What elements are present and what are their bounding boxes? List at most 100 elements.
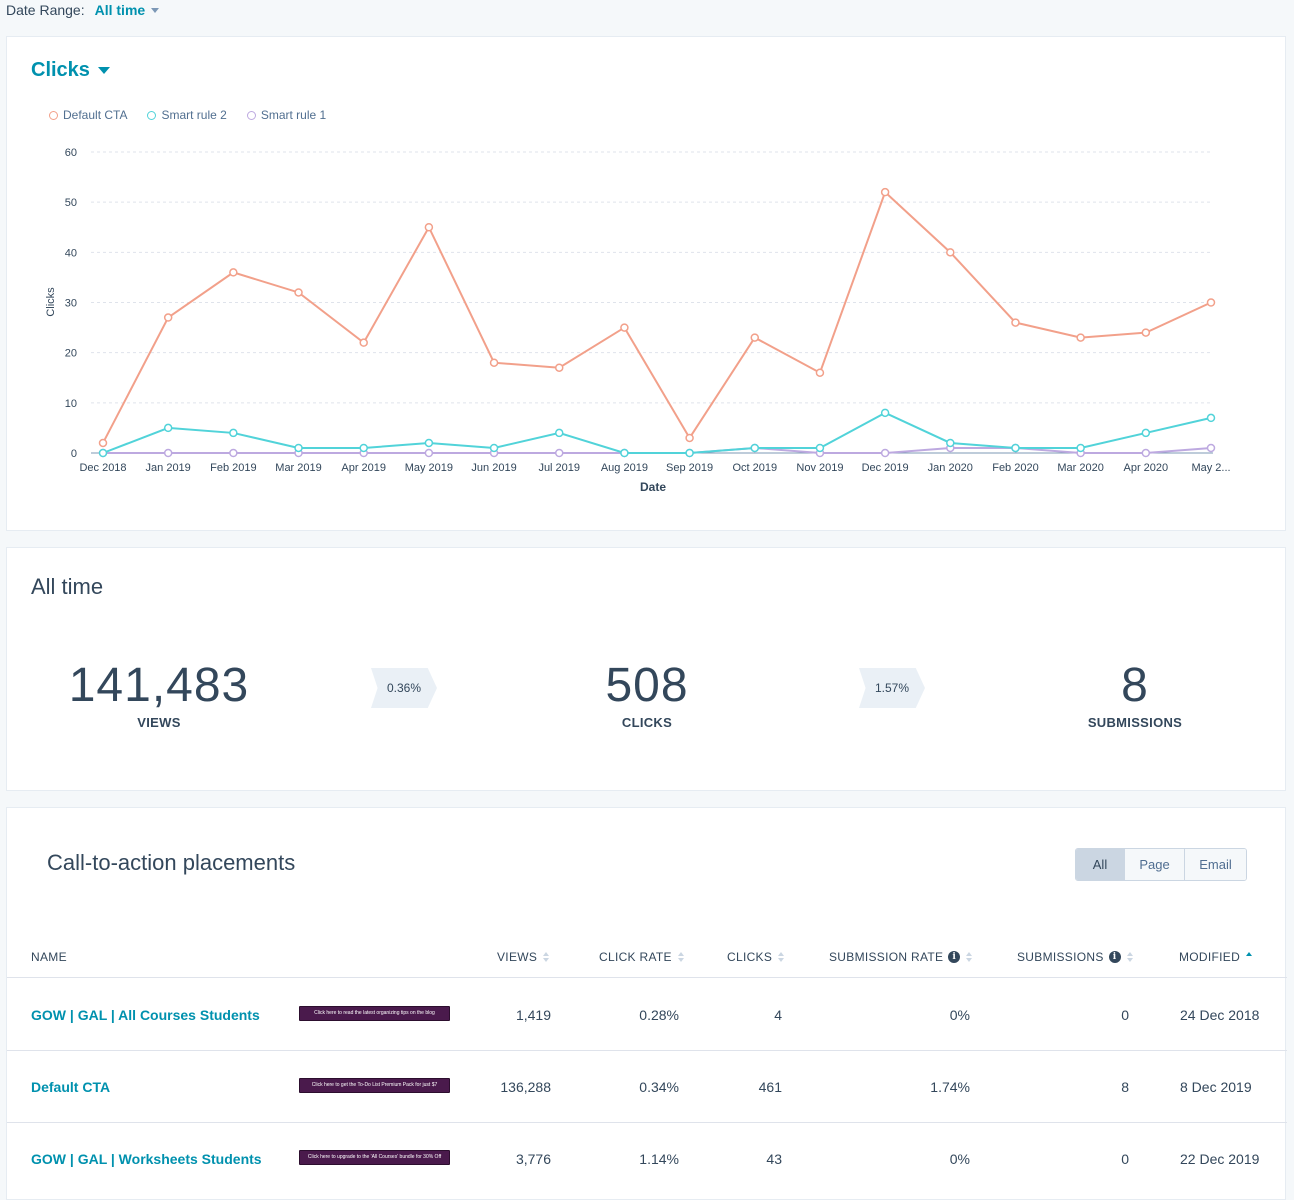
submissions-cell: 8 [1121, 1079, 1129, 1095]
data-point [750, 443, 760, 453]
legend-marker [147, 110, 157, 120]
x-tick-label: Aug 2019 [601, 462, 648, 474]
column-header-views[interactable]: VIEWS [497, 950, 550, 964]
legend-item-smart-rule-2[interactable]: Smart rule 2 [147, 108, 227, 122]
column-label: CLICKS [727, 950, 773, 964]
data-point [620, 448, 629, 458]
clicks-cell: 43 [766, 1151, 782, 1167]
column-header-submission-rate[interactable]: SUBMISSION RATE i [829, 950, 973, 964]
clicks-stat: 508 CLICKS [547, 658, 747, 730]
x-tick-label: Mar 2019 [275, 462, 321, 474]
filter-email-button[interactable]: Email [1184, 849, 1246, 880]
metric-selector-label: Clicks [31, 59, 90, 81]
info-icon[interactable]: i [1108, 951, 1121, 963]
table-row: Default CTA Click here to get the To-Do … [7, 1051, 1287, 1123]
submission-rate-cell: 1.74% [930, 1079, 970, 1095]
submissions-label: SUBMISSIONS [1087, 715, 1183, 730]
data-point [229, 268, 238, 277]
views-cell: 136,288 [500, 1079, 551, 1095]
data-point [359, 338, 368, 347]
table-header: NAME VIEWS CLICK RATE CLICKS SUBMISSION … [7, 946, 1287, 978]
data-point [815, 443, 825, 453]
placement-name-link[interactable]: GOW | GAL | All Courses Students [31, 1007, 260, 1023]
x-axis-title: Date [640, 480, 666, 494]
column-header-name: NAME [31, 950, 67, 964]
data-point [554, 428, 564, 438]
data-point [685, 433, 694, 443]
clicks-line-chart: 0 10 20 30 40 50 60 Dec 2018 Jan 2019 Feb 2019 Mar… [45, 147, 1231, 494]
column-header-click-rate[interactable]: CLICK RATE [599, 950, 684, 964]
sort-ascending-icon [1246, 952, 1253, 962]
data-point [1011, 318, 1020, 327]
view-to-click-rate: 0.36% [371, 668, 437, 708]
click-rate-cell: 0.34% [639, 1079, 679, 1095]
data-point [685, 448, 694, 458]
clicks-cell: 461 [758, 1079, 782, 1095]
metric-selector-dropdown[interactable]: Clicks [31, 59, 110, 82]
y-axis-title: Clicks [45, 287, 57, 317]
column-header-submissions[interactable]: SUBMISSIONS i [1017, 950, 1133, 964]
data-point [163, 313, 173, 322]
info-icon[interactable]: i [948, 951, 961, 963]
submissions-value: 8 [1121, 659, 1149, 712]
date-range-label: Date Range: [6, 2, 85, 18]
date-range-filter: Date Range: All time [6, 2, 160, 18]
filter-page-button[interactable]: Page [1124, 849, 1184, 880]
submissions-cell: 0 [1121, 1151, 1129, 1167]
data-point [359, 443, 368, 453]
series-line [102, 190, 1212, 444]
data-point [946, 438, 955, 448]
legend-item-smart-rule-1[interactable]: Smart rule 1 [246, 108, 327, 122]
data-point [880, 187, 890, 197]
clicks-label: CLICKS [621, 715, 673, 730]
submissions-stat: 8 SUBMISSIONS [1035, 658, 1235, 730]
sort-icon [1126, 952, 1133, 962]
clicks-chart-card: Clicks Default CTA Smart rule 2 Smart ru… [6, 36, 1286, 531]
column-label: SUBMISSIONS [1017, 950, 1104, 964]
cta-preview-thumbnail: Click here to get the To-Do List Premium… [299, 1078, 450, 1093]
x-tick-label: Mar 2020 [1057, 462, 1103, 474]
data-point [554, 363, 564, 372]
data-point [1141, 328, 1151, 337]
table-row: GOW | GAL | Worksheets Students Click he… [7, 1123, 1287, 1195]
column-header-clicks[interactable]: CLICKS [727, 950, 785, 964]
series-line [102, 411, 1212, 454]
legend-label: Default CTA [63, 108, 128, 122]
y-tick-label: 60 [65, 147, 77, 159]
chevron-down-icon [97, 67, 110, 74]
data-point [1206, 413, 1216, 423]
data-point [1076, 443, 1085, 453]
cta-preview-thumbnail: Click here to upgrade to the 'All Course… [299, 1150, 450, 1165]
x-tick-label: Sep 2019 [666, 462, 713, 474]
legend-item-default-cta[interactable]: Default CTA [49, 108, 127, 122]
legend-label: Smart rule 2 [161, 108, 227, 122]
data-point [424, 223, 434, 232]
data-point [489, 358, 499, 367]
submissions-cell: 0 [1121, 1007, 1129, 1023]
legend-label: Smart rule 1 [260, 108, 327, 122]
column-label: MODIFIED [1179, 950, 1241, 964]
y-tick-label: 10 [65, 398, 77, 410]
legend-marker [246, 110, 256, 120]
filter-all-button[interactable]: All [1076, 849, 1124, 880]
placement-name-link[interactable]: GOW | GAL | Worksheets Students [31, 1151, 262, 1167]
date-range-dropdown[interactable]: All time [95, 2, 160, 18]
x-tick-label: Apr 2020 [1123, 462, 1168, 474]
sort-icon [778, 952, 785, 962]
views-cell: 3,776 [515, 1151, 551, 1167]
clicks-cell: 4 [774, 1007, 782, 1023]
all-time-stats-card: All time 141,483 VIEWS 0.36% 508 CLICKS … [6, 547, 1286, 791]
column-header-modified[interactable]: MODIFIED [1179, 950, 1253, 964]
data-point [229, 428, 238, 438]
data-point [1076, 333, 1085, 342]
placement-name-link[interactable]: Default CTA [31, 1079, 111, 1095]
data-point [229, 448, 238, 458]
data-point [1011, 443, 1020, 453]
data-point [163, 448, 173, 458]
views-stat: 141,483 VIEWS [59, 658, 259, 730]
data-point [1141, 428, 1151, 438]
data-point [489, 443, 499, 453]
clicks-value: 508 [605, 659, 689, 712]
data-point [946, 248, 955, 257]
column-label: VIEWS [497, 950, 538, 964]
